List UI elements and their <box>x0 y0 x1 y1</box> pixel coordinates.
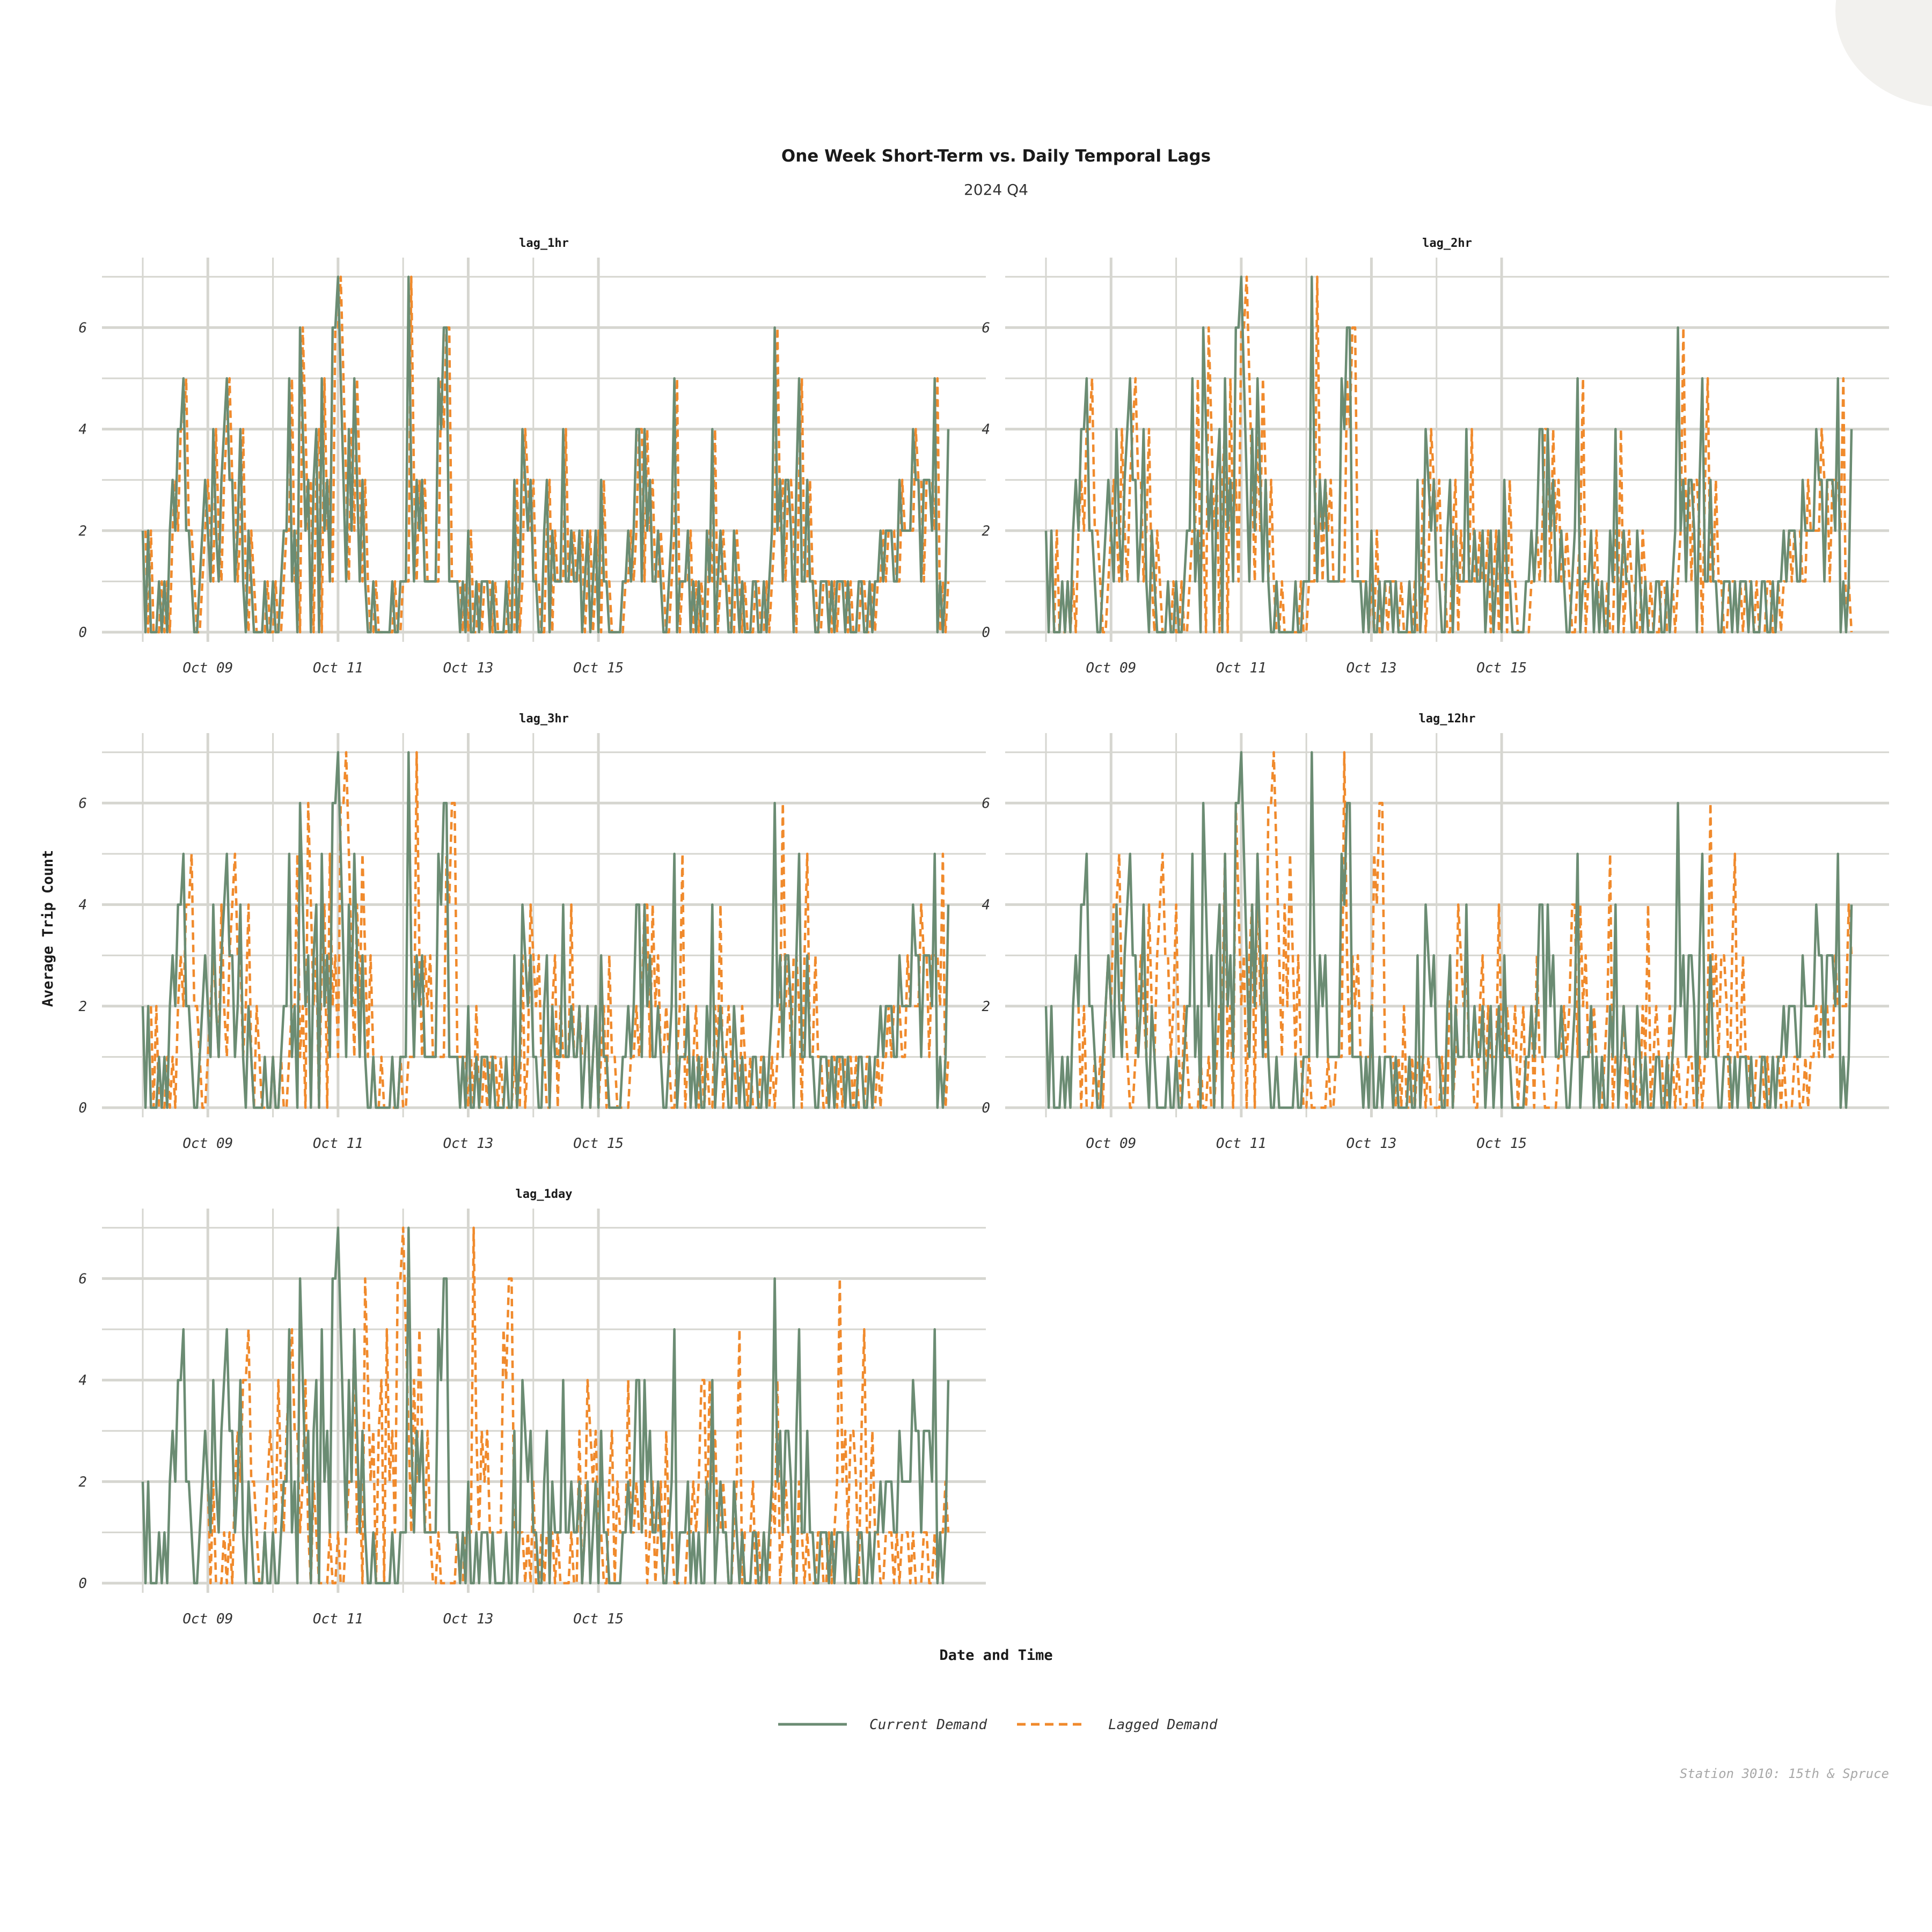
y-tick-label: 6 <box>78 795 87 811</box>
y-tick-label: 4 <box>982 897 990 913</box>
y-tick-label: 6 <box>78 1271 87 1287</box>
x-tick-label: Oct 11 <box>1216 1136 1267 1152</box>
y-tick-label: 6 <box>982 320 990 336</box>
y-tick-label: 0 <box>982 1100 990 1116</box>
series-current-line <box>1044 275 1853 634</box>
y-tick-label: 2 <box>78 999 87 1015</box>
series-current-line <box>141 1226 950 1585</box>
y-tick-label: 4 <box>78 422 87 438</box>
x-tick-label: Oct 13 <box>443 660 494 676</box>
x-tick-label: Oct 09 <box>1086 1136 1136 1152</box>
x-tick-label: Oct 15 <box>573 1136 624 1152</box>
x-tick-label: Oct 11 <box>313 1136 363 1152</box>
panel-lag_1day: lag_1day 0 2 4 6 Oct 09 Oct 11 Oct 13 Oct 15 <box>78 1188 986 1627</box>
legend: Current Demand Lagged Demand <box>778 1717 1218 1733</box>
x-tick-label: Oct 15 <box>573 660 624 676</box>
y-tick-label: 2 <box>78 1474 87 1490</box>
panel-title-lag_1day: lag_1day <box>516 1188 573 1201</box>
y-tick-label: 2 <box>982 523 990 539</box>
x-tick-label: Oct 09 <box>1086 660 1136 676</box>
series-current-line <box>141 751 950 1109</box>
x-tick-label: Oct 11 <box>1216 660 1267 676</box>
x-tick-label: Oct 15 <box>1476 1136 1527 1152</box>
x-tick-label: Oct 13 <box>1346 660 1397 676</box>
panel-lag_1hr: lag_1hr 0 2 4 6 Oct 09 Oct 11 Oct 13 Oct 15 <box>78 237 986 676</box>
x-tick-label: Oct 13 <box>443 1136 494 1152</box>
x-tick-label: Oct 13 <box>443 1611 494 1627</box>
panel-title-lag_3hr: lag_3hr <box>519 712 569 726</box>
x-tick-label: Oct 11 <box>313 1611 363 1627</box>
x-tick-label: Oct 11 <box>313 660 363 676</box>
y-tick-label: 0 <box>78 625 87 641</box>
y-tick-label: 4 <box>78 1373 87 1389</box>
legend-lagged-label: Lagged Demand <box>1108 1717 1218 1733</box>
y-tick-label: 0 <box>78 1576 87 1592</box>
y-tick-label: 2 <box>78 523 87 539</box>
x-tick-label: Oct 13 <box>1346 1136 1397 1152</box>
legend-current-label: Current Demand <box>869 1717 987 1733</box>
y-tick-label: 0 <box>78 1100 87 1116</box>
panel-title-lag_12hr: lag_12hr <box>1419 712 1476 726</box>
corner-decoration <box>1792 0 1932 107</box>
panel-lag_3hr: lag_3hr 0 2 4 6 Oct 09 Oct 11 Oct 13 Oct 15 <box>78 712 986 1152</box>
x-tick-label: Oct 15 <box>1476 660 1527 676</box>
series-current-line <box>1044 751 1853 1109</box>
y-tick-label: 4 <box>982 422 990 438</box>
y-tick-label: 6 <box>982 795 990 811</box>
y-tick-label: 6 <box>78 320 87 336</box>
x-axis-title: Date and Time <box>939 1647 1052 1664</box>
chart-subtitle: 2024 Q4 <box>964 181 1028 199</box>
x-tick-label: Oct 09 <box>182 1136 233 1152</box>
x-tick-label: Oct 09 <box>182 660 233 676</box>
x-tick-label: Oct 09 <box>182 1611 233 1627</box>
x-tick-label: Oct 15 <box>573 1611 624 1627</box>
series-lagged-line <box>144 275 950 634</box>
panel-title-lag_1hr: lag_1hr <box>519 237 569 250</box>
y-tick-label: 2 <box>982 999 990 1015</box>
series-current-line <box>141 275 950 634</box>
y-tick-label: 4 <box>78 897 87 913</box>
panel-title-lag_2hr: lag_2hr <box>1422 237 1472 250</box>
panel-lag_2hr: lag_2hr 0 2 4 6 Oct 09 Oct 11 Oct 13 Oct 15 <box>982 237 1889 676</box>
panel-lag_12hr: lag_12hr 0 2 4 6 Oct 09 Oct 11 Oct 13 Oct 15 <box>982 712 1889 1152</box>
chart-title: One Week Short-Term vs. Daily Temporal L… <box>781 147 1211 166</box>
caption: Station 3010: 15th & Spruce <box>1680 1766 1889 1781</box>
y-tick-label: 0 <box>982 625 990 641</box>
y-axis-title: Average Trip Count <box>40 850 56 1007</box>
